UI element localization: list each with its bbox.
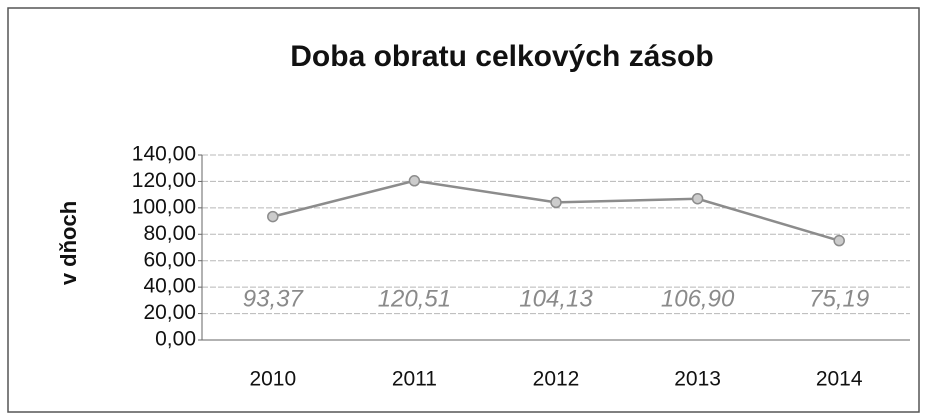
data-point: [267, 210, 279, 223]
data-point: [550, 196, 562, 209]
x-tick-label: 2013: [674, 368, 721, 391]
y-tick-label: 60,00: [143, 248, 196, 271]
chart-border: [7, 7, 920, 413]
data-label: 75,19: [809, 285, 869, 312]
y-tick-label: 40,00: [143, 275, 196, 298]
x-tick-label: 2014: [816, 368, 863, 391]
y-tick-label: 100,00: [132, 195, 196, 218]
data-point: [833, 234, 845, 247]
x-tick-label: 2012: [533, 368, 580, 391]
y-tick-label: 140,00: [132, 143, 196, 166]
data-label: 93,37: [243, 285, 305, 312]
y-tick-label: 80,00: [143, 222, 196, 245]
data-label: 120,51: [378, 285, 451, 312]
data-label: 104,13: [519, 285, 593, 312]
y-tick-label: 120,00: [132, 169, 196, 192]
x-tick-label: 2011: [392, 368, 437, 391]
x-tick-label: 2010: [249, 368, 296, 391]
y-tick-label: 0,00: [155, 328, 196, 351]
data-label: 106,90: [661, 285, 735, 312]
y-axis-label: v dňoch: [56, 201, 81, 285]
data-point: [408, 175, 421, 187]
y-tick-label: 20,00: [143, 301, 196, 324]
data-point: [691, 192, 704, 205]
chart-title: Doba obratu celkových zásob: [290, 40, 713, 73]
